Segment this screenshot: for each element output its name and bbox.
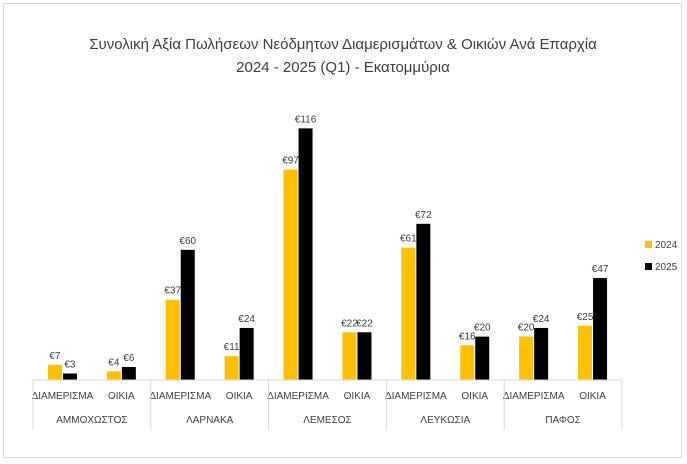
bar-2024-ΛΕΥΚΩΣΙΑ-ΔΙΑΜΕΡΙΣΜΑ [401, 247, 416, 380]
bar-2025-ΛΑΡΝΑΚΑ-ΔΙΑΜΕΡΙΣΜΑ [180, 249, 195, 380]
data-label: €37 [164, 286, 181, 297]
data-label: €4 [108, 357, 120, 368]
group-tick-label: ΛΑΡΝΑΚΑ [186, 415, 234, 426]
data-label: €11 [224, 342, 240, 353]
data-label: €97 [282, 156, 299, 167]
bar-2025-ΑΜΜΟΧΩΣΤΟΣ-ΔΙΑΜΕΡΙΣΜΑ [62, 373, 77, 380]
category-tick-label: ΟΙΚΙΑ [226, 391, 253, 402]
category-tick-label: ΟΙΚΙΑ [579, 391, 606, 402]
category-tick-label: ΔΙΑΜΕΡΙΣΜΑ [32, 391, 94, 402]
bar-2025-ΑΜΜΟΧΩΣΤΟΣ-ΟΙΚΙΑ [121, 366, 136, 380]
category-tick-label: ΟΙΚΙΑ [344, 391, 371, 402]
data-label: €25 [577, 312, 594, 323]
bar-2024-ΑΜΜΟΧΩΣΤΟΣ-ΔΙΑΜΕΡΙΣΜΑ [47, 364, 62, 380]
bar-2024-ΛΕΜΕΣΟΣ-ΟΙΚΙΑ [342, 332, 357, 380]
group-tick-label: ΑΜΜΟΧΩΣΤΟΣ [56, 415, 127, 426]
data-label: €20 [474, 323, 491, 334]
data-label: €24 [533, 314, 550, 325]
bar-2025-ΠΑΦΟΣ-ΔΙΑΜΕΡΙΣΜΑ [534, 327, 549, 380]
bar-2024-ΛΕΥΚΩΣΙΑ-ΟΙΚΙΑ [460, 345, 475, 380]
bar-2024-ΛΕΜΕΣΟΣ-ΔΙΑΜΕΡΙΣΜΑ [283, 169, 298, 380]
data-label: €7 [49, 351, 61, 362]
legend: 2024 2025 [645, 240, 678, 273]
category-tick-label: ΟΙΚΙΑ [461, 391, 488, 402]
data-label: €3 [64, 359, 76, 370]
bar-2024-ΠΑΦΟΣ-ΟΙΚΙΑ [578, 325, 593, 380]
bar-2025-ΛΕΜΕΣΟΣ-ΔΙΑΜΕΡΙΣΜΑ [298, 128, 313, 380]
plot-area: €7€3 €4 €6 €37 €60 €11 €24 €97 €116 €22€22 €61 €72 €… [47, 114, 609, 380]
category-tick-label: ΔΙΑΜΕΡΙΣΜΑ [503, 391, 565, 402]
bar-2025-ΠΑΦΟΣ-ΟΙΚΙΑ [593, 278, 608, 380]
bar-2025-ΛΑΡΝΑΚΑ-ΟΙΚΙΑ [239, 327, 254, 380]
bar-2025-ΛΕΜΕΣΟΣ-ΟΙΚΙΑ [357, 332, 372, 380]
bar-2024-ΛΑΡΝΑΚΑ-ΔΙΑΜΕΡΙΣΜΑ [165, 299, 180, 380]
group-tick-label: ΠΑΦΟΣ [545, 415, 581, 426]
x-axis: ΔΙΑΜΕΡΙΣΜΑ ΟΙΚΙΑ ΑΜΜΟΧΩΣΤΟΣ ΔΙΑΜΕΡΙΣΜΑ ΟΙΚΙΑ… [32, 379, 623, 430]
data-label: €72 [415, 210, 432, 221]
category-tick-label: ΔΙΑΜΕΡΙΣΜΑ [385, 391, 447, 402]
bar-2024-ΑΜΜΟΧΩΣΤΟΣ-ΟΙΚΙΑ [106, 371, 121, 380]
data-label: €20 [518, 323, 535, 334]
legend-label-2025: 2025 [655, 262, 678, 273]
category-tick-label: ΔΙΑΜΕΡΙΣΜΑ [149, 391, 211, 402]
data-label: €116 [295, 114, 317, 125]
group-tick-label: ΛΕΥΚΩΣΙΑ [420, 415, 470, 426]
category-tick-label: ΔΙΑΜΕΡΙΣΜΑ [267, 391, 329, 402]
legend-swatch-2024 [645, 241, 652, 248]
data-label: €16 [459, 331, 476, 342]
legend-label-2024: 2024 [655, 240, 678, 251]
data-label: €60 [179, 236, 196, 247]
data-label: €24 [238, 314, 255, 325]
bar-2025-ΛΕΥΚΩΣΙΑ-ΔΙΑΜΕΡΙΣΜΑ [416, 223, 431, 380]
legend-swatch-2025 [645, 263, 652, 270]
chart-frame [3, 3, 682, 458]
category-tick-label: ΟΙΚΙΑ [108, 391, 135, 402]
data-label: €6 [123, 353, 135, 364]
data-label: €61 [400, 234, 417, 245]
bar-2025-ΛΕΥΚΩΣΙΑ-ΟΙΚΙΑ [475, 336, 490, 380]
group-tick-label: ΛΕΜΕΣΟΣ [303, 415, 352, 426]
bar-2024-ΠΑΦΟΣ-ΔΙΑΜΕΡΙΣΜΑ [519, 336, 534, 380]
data-label: €22 [356, 318, 373, 329]
bar-2024-ΛΑΡΝΑΚΑ-ΟΙΚΙΑ [224, 356, 239, 380]
chart-subtitle: 2024 - 2025 (Q1) - Εκατομμύρια [236, 59, 450, 76]
data-label: €22 [341, 318, 358, 329]
data-label: €47 [592, 264, 609, 275]
chart-title: Συνολική Αξία Πωλήσεων Νεόδμητων Διαμερι… [89, 36, 597, 53]
